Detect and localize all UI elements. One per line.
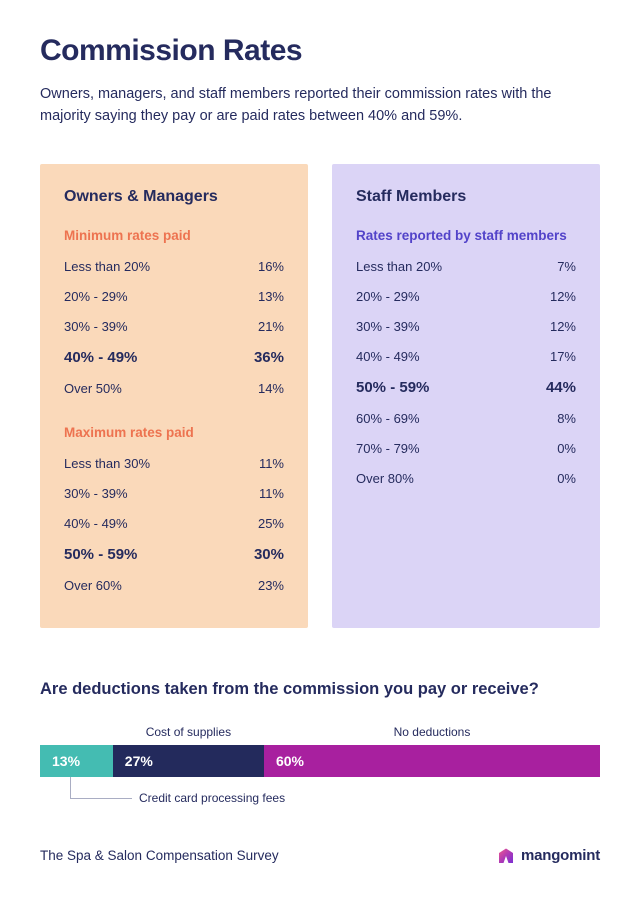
rate-row: 30% - 39% 12% (356, 319, 576, 335)
panel-owners-managers: Owners & Managers Minimum rates paid Les… (40, 163, 308, 628)
rate-label: 20% - 29% (356, 288, 420, 304)
rate-label: Less than 20% (64, 258, 151, 274)
panel-title-owners: Owners & Managers (64, 187, 218, 205)
rate-row: Less than 20% 7% (356, 259, 576, 275)
rate-row: Less than 30% 11% (64, 456, 284, 472)
rate-row-highlight: 40% - 49% 36% (64, 349, 284, 367)
rate-row: 20% - 29% 13% (64, 289, 284, 305)
rate-value: 7% (557, 258, 576, 274)
rate-value: 0% (557, 470, 576, 486)
section-maximum-rates: Maximum rates paid Less than 30% 11% 30%… (64, 425, 284, 594)
rate-value: 12% (549, 318, 576, 334)
mangomint-wordmark: mangomint (520, 847, 600, 864)
rate-row: 40% - 49% 17% (356, 349, 576, 365)
rate-label: 30% - 39% (64, 318, 128, 334)
bar-segment-cost-of-supplies: 27% (112, 744, 264, 777)
rate-value: 12% (549, 288, 576, 304)
callout-connector-line (70, 776, 132, 799)
segment-value: 27% (124, 752, 153, 769)
rate-label: 50% - 59% (64, 545, 138, 563)
section-heading-minimum: Minimum rates paid (64, 227, 191, 243)
mangomint-logo: mangomint (497, 847, 600, 865)
page-subtitle: Owners, managers, and staff members repo… (40, 86, 552, 124)
section-staff-rates: Rates reported by staff members Less tha… (356, 228, 576, 487)
bar-segment-no-deductions: 60% (263, 744, 600, 777)
rate-value: 23% (257, 577, 284, 593)
rate-label: 40% - 49% (64, 348, 138, 366)
survey-title: The Spa & Salon Compensation Survey (40, 848, 279, 863)
rate-row: 60% - 69% 8% (356, 411, 576, 427)
footer: The Spa & Salon Compensation Survey mang… (40, 847, 600, 865)
rate-value: 13% (257, 288, 284, 304)
rate-label: 40% - 49% (356, 348, 420, 364)
rate-row: Over 60% 23% (64, 578, 284, 594)
rate-row: Less than 20% 16% (64, 259, 284, 275)
rate-label: 40% - 49% (64, 515, 128, 531)
segment-value: 13% (52, 752, 81, 769)
panel-title-staff: Staff Members (356, 187, 467, 205)
deductions-section: Are deductions taken from the commission… (40, 679, 600, 805)
section-minimum-rates: Minimum rates paid Less than 20% 16% 20%… (64, 228, 284, 397)
rate-label: 50% - 59% (356, 378, 430, 396)
rate-value: 14% (257, 380, 284, 396)
rate-label: 70% - 79% (356, 440, 420, 456)
rate-value: 11% (258, 455, 284, 471)
section-heading-staff: Rates reported by staff members (356, 227, 567, 243)
panel-staff-members: Staff Members Rates reported by staff me… (332, 163, 600, 628)
rate-value: 44% (545, 378, 576, 396)
rate-row: 40% - 49% 25% (64, 516, 284, 532)
bar-label-spacer (40, 725, 113, 739)
rate-row-highlight: 50% - 59% 30% (64, 546, 284, 564)
rate-value: 21% (257, 318, 284, 334)
rate-row: 30% - 39% 21% (64, 319, 284, 335)
rate-label: 30% - 39% (64, 485, 128, 501)
rate-row: Over 80% 0% (356, 471, 576, 487)
rate-value: 0% (557, 440, 576, 456)
mangomint-logo-icon (498, 848, 513, 863)
rate-label: Over 60% (64, 577, 122, 593)
deductions-stacked-bar: 13% 27% 60% (40, 744, 600, 777)
bar-label-cost-of-supplies: Cost of supplies (145, 724, 232, 739)
rate-value: 25% (257, 515, 284, 531)
rate-row-highlight: 50% - 59% 44% (356, 379, 576, 397)
rate-label: Less than 30% (64, 455, 151, 471)
rate-value: 16% (257, 258, 284, 274)
bar-label-no-deductions: No deductions (393, 724, 471, 739)
rate-value: 30% (253, 545, 284, 563)
rate-value: 11% (258, 485, 284, 501)
section-heading-maximum: Maximum rates paid (64, 424, 194, 440)
rate-label: 20% - 29% (64, 288, 128, 304)
rate-row: Over 50% 14% (64, 381, 284, 397)
rate-label: Over 80% (356, 470, 414, 486)
rate-row: 70% - 79% 0% (356, 441, 576, 457)
page-title: Commission Rates (40, 34, 303, 67)
rate-panels: Owners & Managers Minimum rates paid Les… (40, 163, 600, 628)
rate-value: 8% (557, 410, 576, 426)
callout-credit-card-fees: Credit card processing fees (40, 776, 600, 805)
rate-label: Less than 20% (356, 258, 443, 274)
bar-segment-credit-card-fees: 13% (40, 744, 113, 777)
rate-label: Over 50% (64, 380, 122, 396)
rate-row: 30% - 39% 11% (64, 486, 284, 502)
rate-label: 30% - 39% (356, 318, 420, 334)
deductions-heading: Are deductions taken from the commission… (40, 679, 539, 698)
segment-value: 60% (275, 752, 305, 769)
rate-value: 17% (549, 348, 576, 364)
rate-row: 20% - 29% 12% (356, 289, 576, 305)
rate-label: 60% - 69% (356, 410, 420, 426)
callout-label: Credit card processing fees (139, 790, 286, 805)
rate-value: 36% (253, 348, 284, 366)
bar-labels: Cost of supplies No deductions (40, 725, 600, 739)
